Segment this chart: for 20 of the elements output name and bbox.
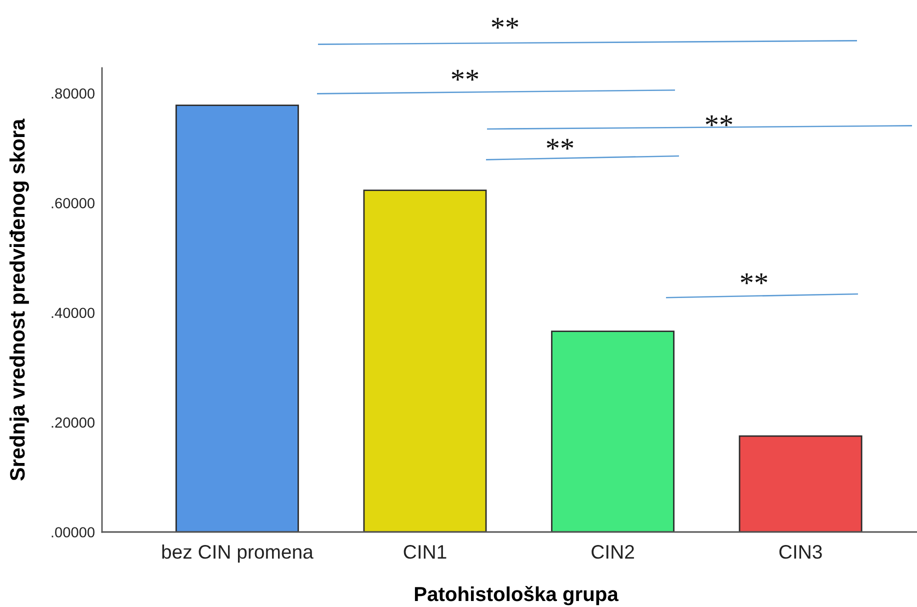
y-tick-label: .40000 (52, 308, 94, 318)
y-tick-label: .00000 (52, 527, 94, 538)
y-tick-label: .20000 (52, 417, 94, 428)
annotation: ** (740, 273, 768, 284)
y-tick-label: .60000 (52, 198, 94, 208)
x-tick-label: CIN1 (404, 545, 446, 559)
bar (738, 435, 862, 532)
bar (551, 330, 675, 532)
annotation: ** (546, 138, 574, 150)
x-tick-label: CIN2 (592, 545, 634, 559)
annotation: ** (706, 115, 732, 126)
annotation: ** (452, 70, 478, 81)
x-axis-title: Patohistološka grupa (414, 586, 619, 606)
y-tick-label: .80000 (52, 88, 94, 99)
text: ** (492, 18, 518, 29)
y-axis-title: Srednja vrednost predviđenog skora (9, 118, 29, 481)
bar (175, 104, 299, 532)
x-tick-label: bez CIN promena (162, 544, 314, 563)
x-tick-label: CIN3 (779, 545, 822, 559)
bar (363, 190, 487, 532)
